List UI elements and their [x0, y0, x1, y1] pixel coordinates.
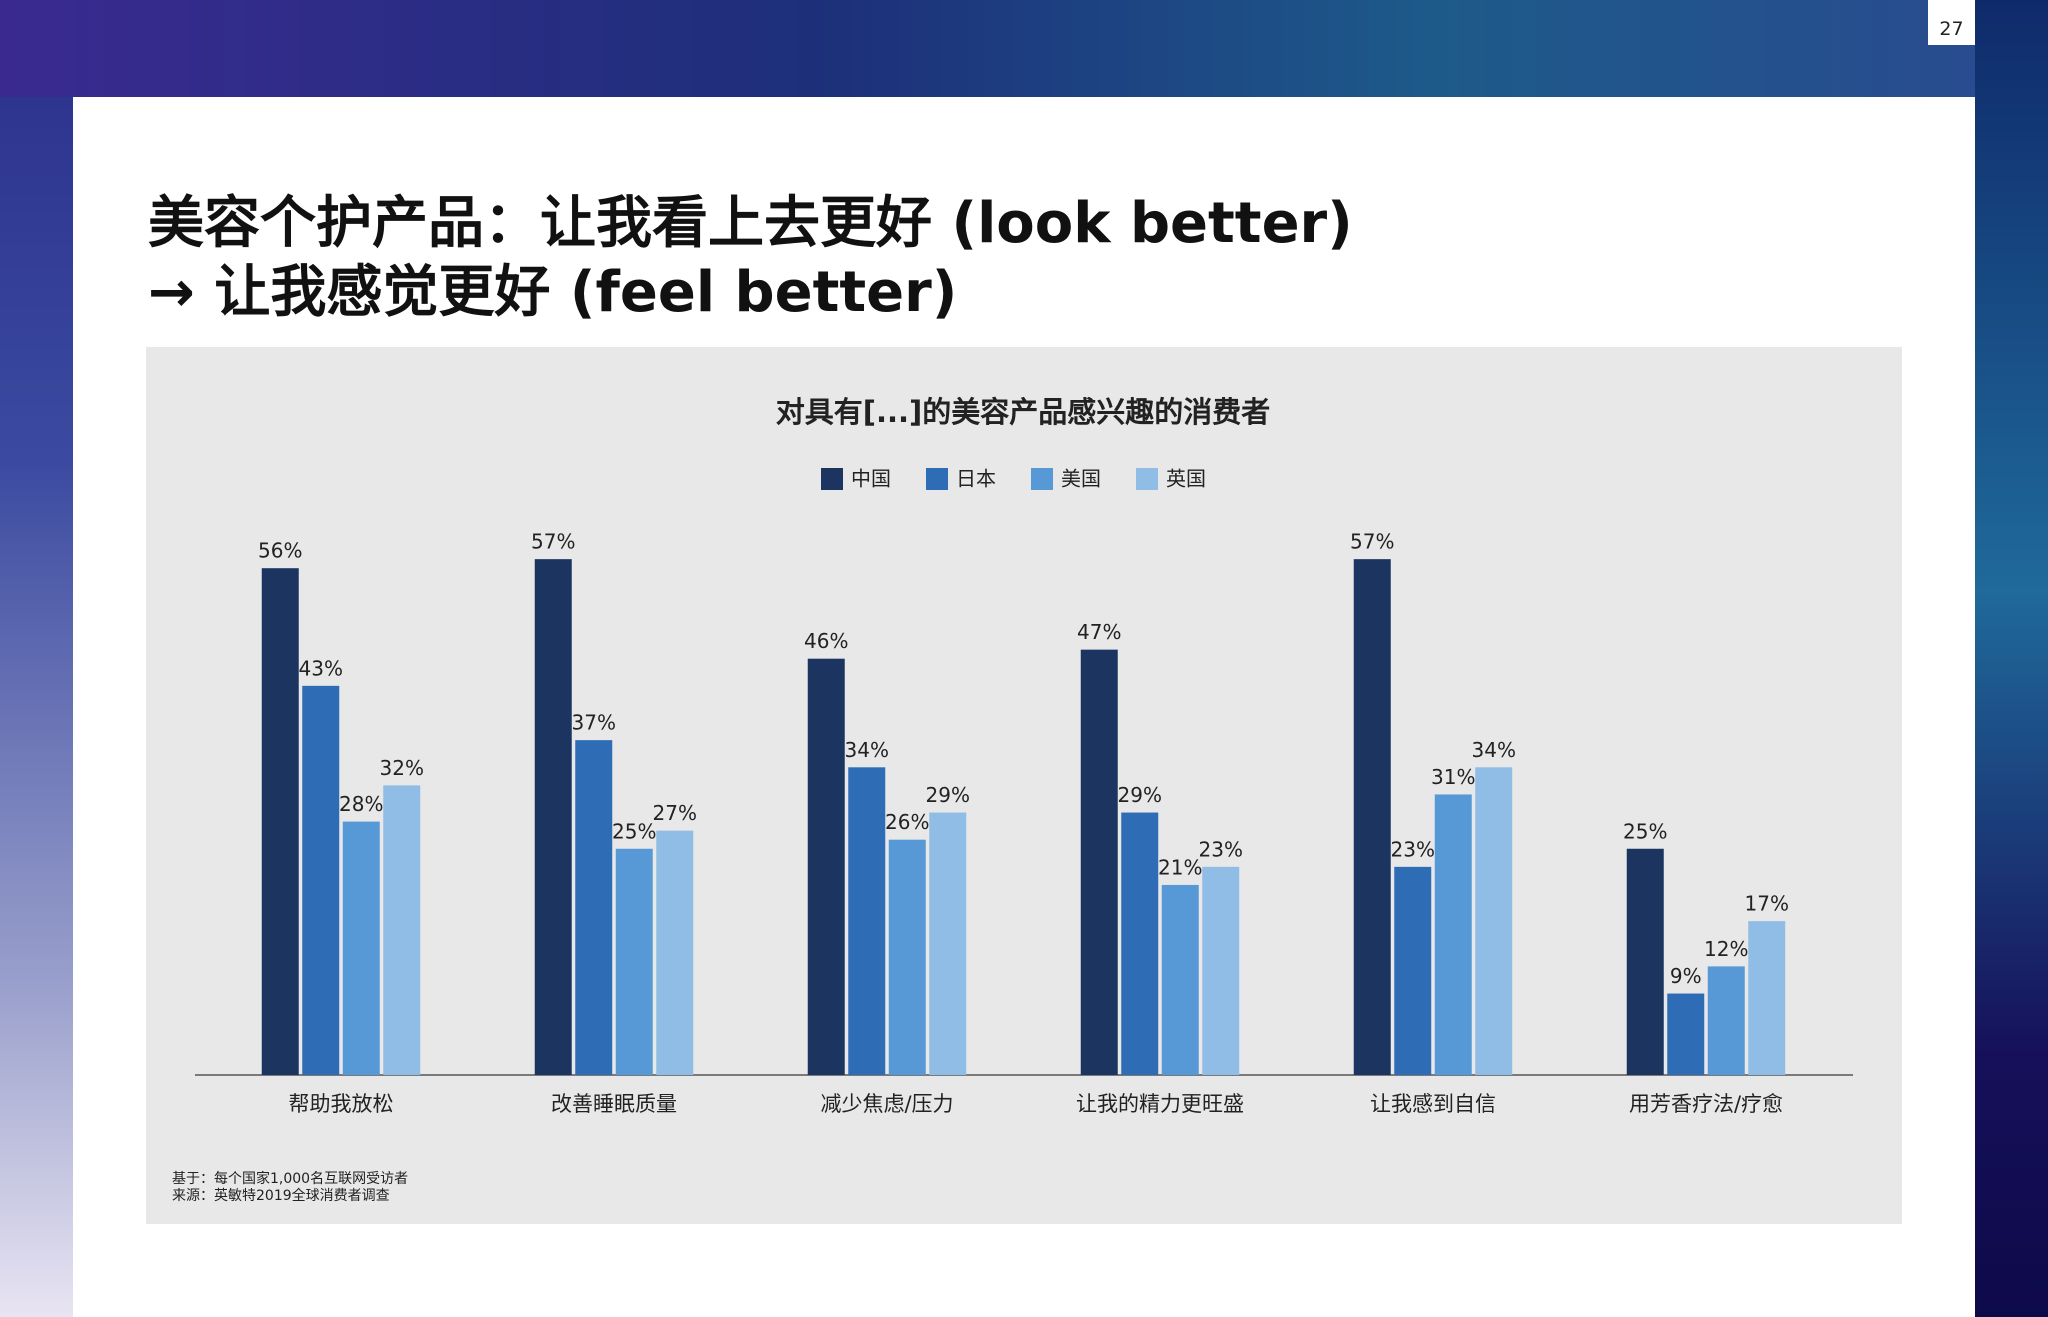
- x-tick-label: 改善睡眠质量: [551, 1092, 677, 1116]
- bar: [1748, 921, 1786, 1075]
- x-tick-label: 帮助我放松: [289, 1092, 394, 1116]
- bar: [1626, 848, 1664, 1075]
- value-label: 26%: [885, 810, 929, 834]
- bar: [1707, 966, 1745, 1075]
- chart-title: 对具有[...]的美容产品感兴趣的消费者: [776, 395, 1271, 429]
- value-label: 28%: [339, 792, 383, 816]
- footnote: 基于：每个国家1,000名互联网受访者: [172, 1170, 408, 1187]
- banner: [0, 0, 2048, 97]
- background: [1975, 0, 2048, 1317]
- value-label: 25%: [612, 819, 656, 843]
- bar: [656, 830, 694, 1075]
- bar: [342, 821, 380, 1075]
- value-label: 32%: [380, 756, 424, 780]
- x-tick-label: 减少焦虑/压力: [820, 1092, 953, 1116]
- value-label: 25%: [1623, 819, 1667, 843]
- value-label: 43%: [299, 656, 343, 680]
- legend-label: 中国: [851, 467, 891, 491]
- x-tick-label: 让我感到自信: [1370, 1092, 1496, 1116]
- bar: [302, 685, 340, 1075]
- bar: [1080, 649, 1118, 1075]
- bar: [1121, 812, 1159, 1075]
- value-label: 9%: [1670, 964, 1702, 988]
- value-label: 57%: [1350, 530, 1394, 554]
- bar: [848, 767, 886, 1075]
- value-label: 29%: [926, 783, 970, 807]
- value-label: 31%: [1431, 765, 1475, 789]
- value-label: 17%: [1745, 892, 1789, 916]
- bar: [1353, 559, 1391, 1075]
- value-label: 56%: [258, 539, 302, 563]
- bar: [1475, 767, 1513, 1075]
- page-title: → 让我感觉更好 (feel better): [148, 260, 958, 325]
- bar: [929, 812, 967, 1075]
- x-tick-label: 让我的精力更旺盛: [1076, 1092, 1244, 1116]
- bar: [888, 839, 926, 1075]
- page-number: 27: [1928, 0, 1975, 45]
- legend-swatch: [926, 468, 948, 490]
- bar: [261, 568, 299, 1075]
- value-label: 34%: [1472, 738, 1516, 762]
- bar: [1202, 866, 1240, 1075]
- value-label: 27%: [653, 801, 697, 825]
- legend-swatch: [1031, 468, 1053, 490]
- bar: [383, 785, 421, 1075]
- value-label: 57%: [531, 530, 575, 554]
- value-label: 47%: [1077, 620, 1121, 644]
- value-label: 46%: [804, 629, 848, 653]
- bar: [615, 848, 653, 1075]
- bar: [807, 658, 845, 1075]
- legend-label: 英国: [1166, 467, 1206, 491]
- value-label: 34%: [845, 738, 889, 762]
- legend-swatch: [821, 468, 843, 490]
- bar: [534, 559, 572, 1075]
- value-label: 29%: [1118, 783, 1162, 807]
- value-label: 37%: [572, 711, 616, 735]
- value-label: 23%: [1391, 837, 1435, 861]
- chart-background: [146, 347, 1902, 1224]
- legend-swatch: [1136, 468, 1158, 490]
- value-label: 12%: [1704, 937, 1748, 961]
- footnote: 来源：英敏特2019全球消费者调查: [172, 1187, 390, 1204]
- x-tick-label: 用芳香疗法/疗愈: [1629, 1092, 1783, 1116]
- legend-label: 美国: [1061, 467, 1101, 491]
- bar: [1434, 794, 1472, 1075]
- bar: [1667, 993, 1705, 1075]
- bar: [1394, 866, 1432, 1075]
- value-label: 23%: [1199, 837, 1243, 861]
- bar: [1161, 884, 1199, 1075]
- legend-label: 日本: [956, 467, 996, 491]
- bar: [575, 740, 613, 1075]
- page-title: 美容个护产品：让我看上去更好 (look better): [148, 191, 1353, 256]
- value-label: 21%: [1158, 855, 1202, 879]
